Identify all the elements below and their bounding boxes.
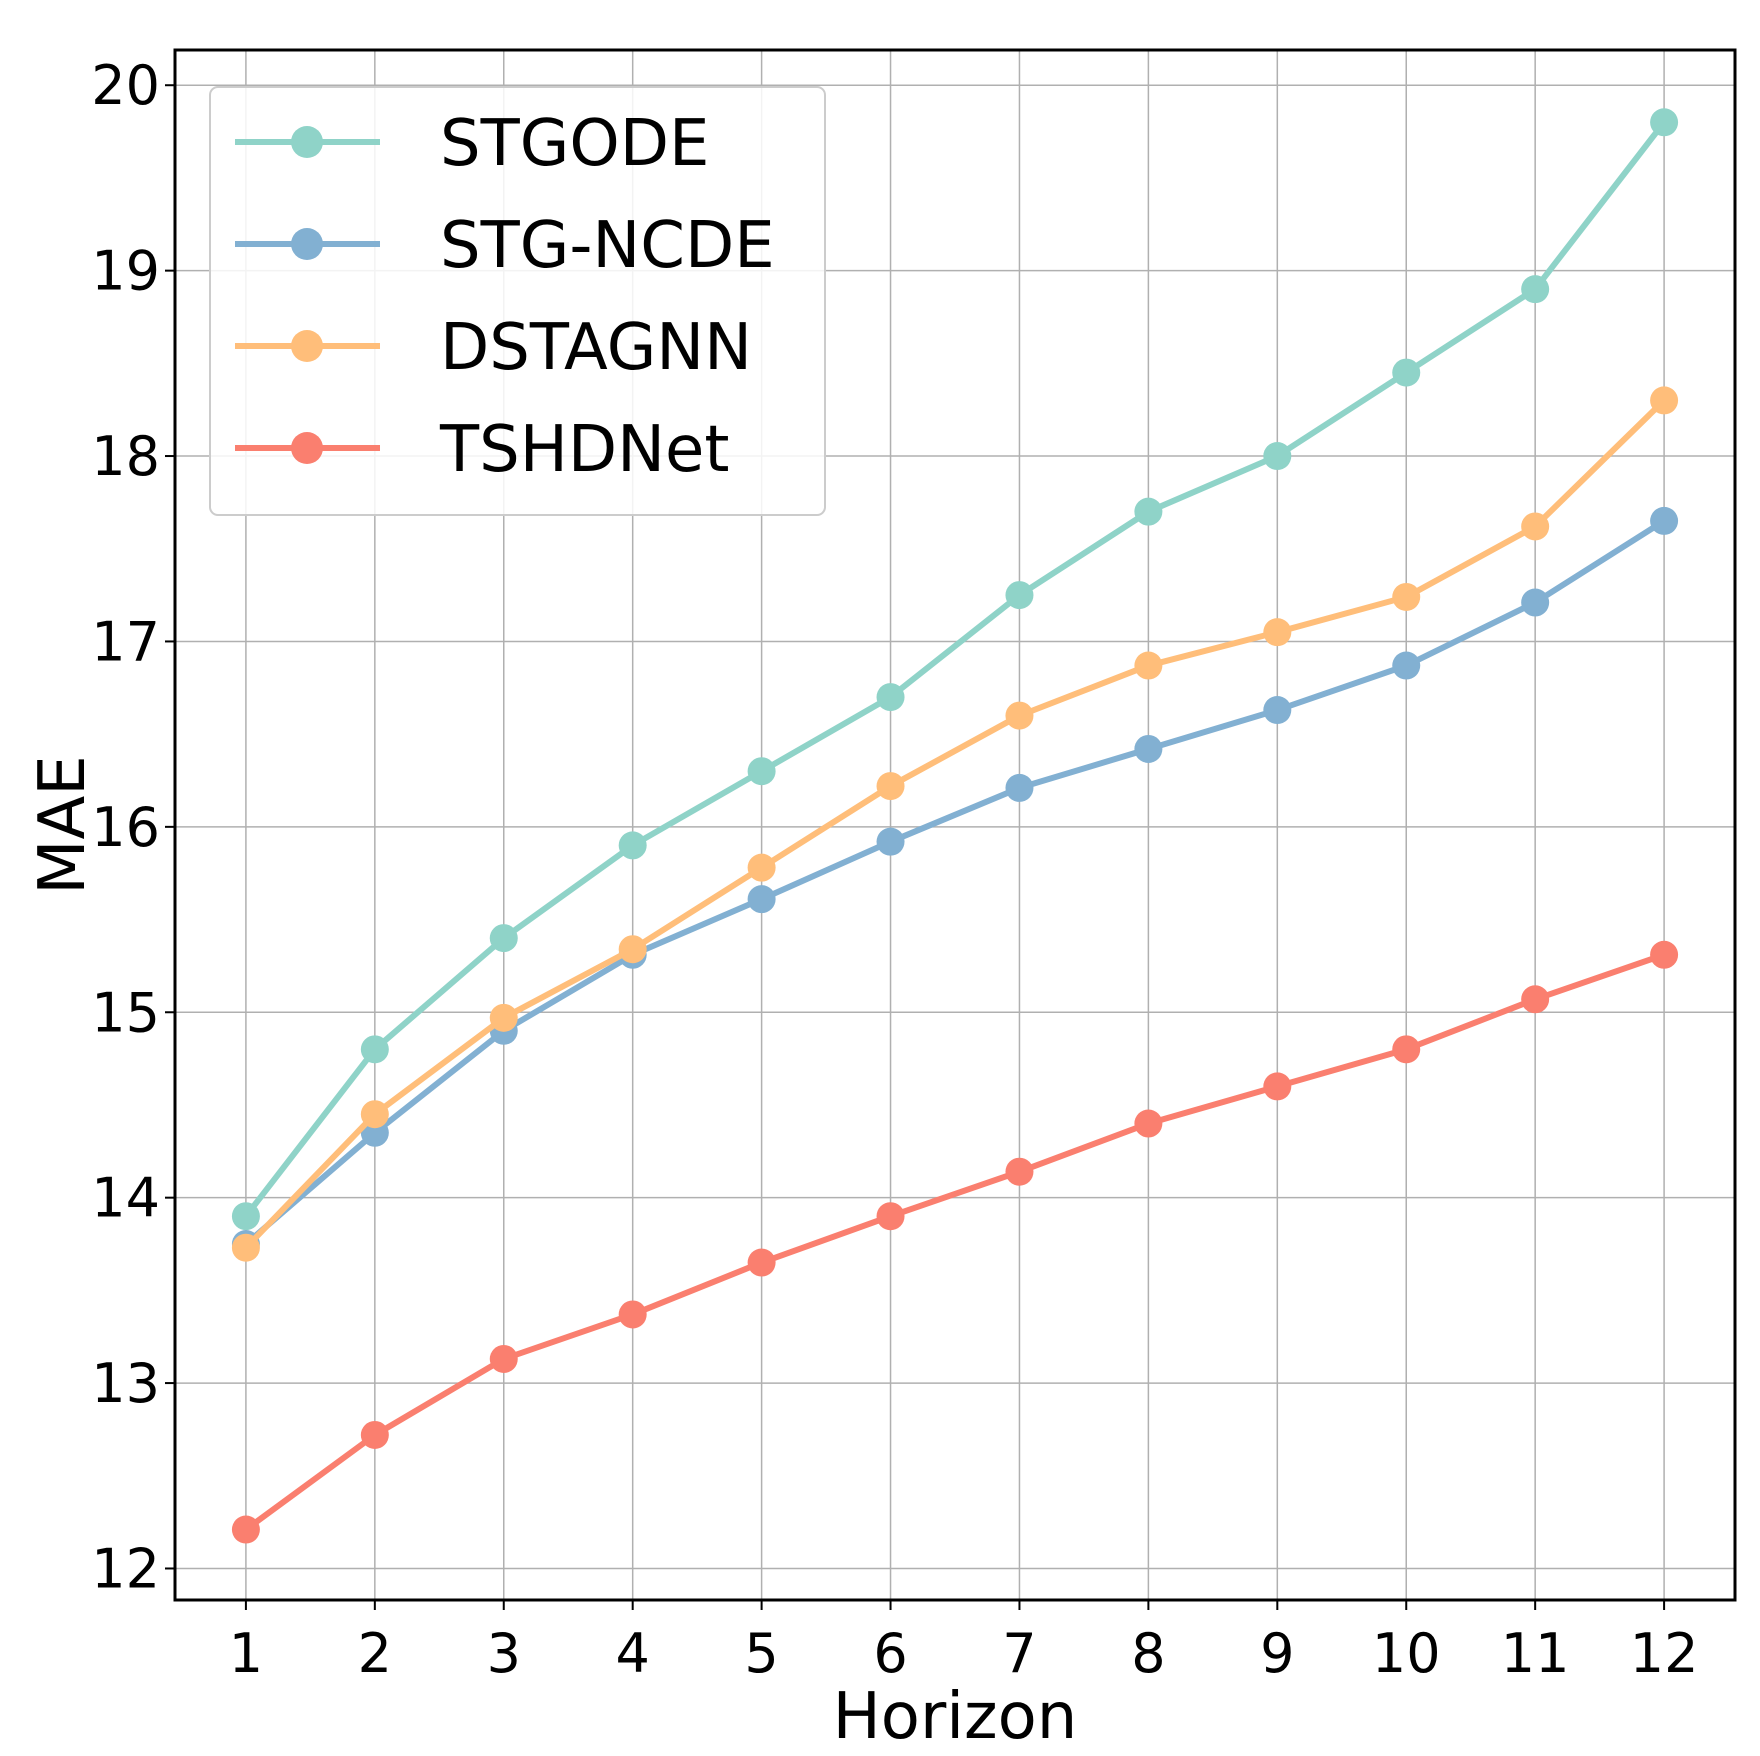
data-point-stgode (1134, 497, 1163, 526)
x-tick-label: 1 (229, 1622, 263, 1685)
legend-box (209, 86, 826, 516)
data-point-stgode (360, 1035, 389, 1064)
data-point-stgode (231, 1202, 260, 1231)
x-tick-label: 6 (873, 1622, 907, 1685)
plot-frame (173, 48, 1737, 1602)
y-tick-label: 17 (91, 610, 160, 673)
legend-item: DSTAGNN (235, 311, 752, 385)
data-point-stgode (1392, 358, 1421, 387)
data-point-dstagnn (489, 1003, 518, 1032)
data-point-stg-ncde (747, 885, 776, 914)
x-axis-label: Horizon (833, 1680, 1078, 1751)
data-point-dstagnn (231, 1233, 260, 1262)
data-point-tshdnet (618, 1300, 647, 1329)
x-tick-label: 9 (1260, 1622, 1294, 1685)
y-tick-label: 18 (91, 425, 160, 488)
legend-marker (291, 432, 323, 464)
data-point-stgode (747, 757, 776, 786)
x-tick-label: 4 (616, 1622, 650, 1685)
y-tick-label: 20 (91, 54, 160, 117)
data-point-tshdnet (489, 1344, 518, 1373)
data-point-tshdnet (1650, 940, 1679, 969)
data-point-dstagnn (1392, 582, 1421, 611)
data-point-tshdnet (747, 1248, 776, 1277)
data-point-tshdnet (360, 1420, 389, 1449)
legend-item: TSHDNet (235, 413, 729, 487)
x-tick-label: 2 (358, 1622, 392, 1685)
data-point-stg-ncde (1392, 651, 1421, 680)
series-line-stg-ncde (243, 518, 1666, 1247)
data-point-stg-ncde (1134, 734, 1163, 763)
data-point-stg-ncde (1521, 588, 1550, 617)
data-point-dstagnn (747, 853, 776, 882)
data-point-stg-ncde (1650, 506, 1679, 535)
data-point-dstagnn (360, 1100, 389, 1129)
y-tick-label: 19 (91, 240, 160, 303)
data-point-tshdnet (1392, 1035, 1421, 1064)
legend-item: STG-NCDE (235, 209, 775, 283)
legend-marker (291, 228, 323, 260)
data-point-tshdnet (1134, 1109, 1163, 1138)
series-line-stgode (243, 120, 1667, 1219)
data-point-tshdnet (1263, 1072, 1292, 1101)
y-tick-label: 15 (91, 981, 160, 1044)
x-tick-label: 5 (744, 1622, 778, 1685)
data-point-stgode (1005, 581, 1034, 610)
data-point-dstagnn (1521, 512, 1550, 541)
legend-label: STG-NCDE (440, 209, 775, 283)
legend-marker (291, 126, 323, 158)
data-point-stgode (618, 831, 647, 860)
data-point-dstagnn (1263, 618, 1292, 647)
data-point-tshdnet (1521, 985, 1550, 1014)
x-tick-label: 8 (1131, 1622, 1165, 1685)
data-point-stg-ncde (876, 827, 905, 856)
x-tick-label: 12 (1630, 1622, 1699, 1685)
y-tick-label: 16 (91, 796, 160, 859)
data-point-dstagnn (1650, 386, 1679, 415)
x-tick-label: 11 (1501, 1622, 1570, 1685)
data-point-stg-ncde (1263, 696, 1292, 725)
x-tick-label: 7 (1002, 1622, 1036, 1685)
legend-marker (291, 330, 323, 362)
series-stgode (231, 108, 1679, 1231)
data-point-stgode (1263, 442, 1292, 471)
data-point-dstagnn (618, 935, 647, 964)
data-point-stgode (1650, 108, 1679, 137)
legend-label: DSTAGNN (440, 311, 752, 385)
y-tick-label: 12 (91, 1537, 160, 1600)
data-point-tshdnet (876, 1202, 905, 1231)
series-layer (231, 108, 1679, 1544)
data-point-stgode (1521, 275, 1550, 304)
data-point-dstagnn (876, 772, 905, 801)
data-point-stg-ncde (1005, 773, 1034, 802)
data-point-dstagnn (1134, 651, 1163, 680)
y-tick-label: 13 (91, 1352, 160, 1415)
data-point-tshdnet (1005, 1157, 1034, 1186)
series-dstagnn (231, 386, 1679, 1262)
legend-label: STGODE (440, 107, 709, 181)
legend-label: TSHDNet (439, 413, 729, 487)
y-axis-label: MAE (26, 755, 100, 894)
data-point-stgode (489, 924, 518, 953)
data-point-dstagnn (1005, 701, 1034, 730)
y-tick-label: 14 (91, 1167, 160, 1230)
data-point-stgode (876, 683, 905, 712)
series-line-dstagnn (243, 398, 1667, 1250)
series-tshdnet (231, 940, 1679, 1544)
x-tick-label: 3 (487, 1622, 521, 1685)
legend: STGODE STG-NCDE DSTAGNN TSHDNet (209, 86, 826, 516)
x-tick-label: 10 (1372, 1622, 1441, 1685)
series-line-tshdnet (244, 951, 1666, 1532)
data-point-tshdnet (231, 1515, 260, 1544)
legend-item: STGODE (235, 107, 709, 181)
